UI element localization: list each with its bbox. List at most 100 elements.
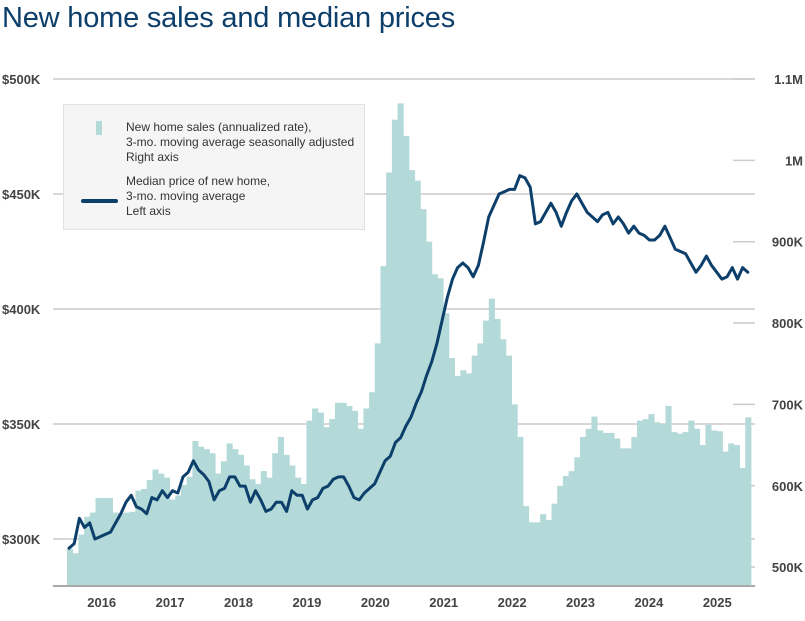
sales-bar: [317, 412, 324, 585]
sales-bar: [585, 428, 592, 585]
sales-bar: [420, 209, 427, 585]
right-axis-tick-label: 1M: [785, 153, 803, 168]
sales-bar: [466, 373, 473, 585]
sales-bar: [694, 428, 701, 585]
sales-bar: [557, 485, 564, 585]
sales-bar: [665, 406, 672, 585]
sales-bar: [460, 370, 467, 585]
sales-bar: [488, 298, 495, 585]
sales-bar: [448, 358, 455, 585]
x-axis-tick-label: 2019: [292, 595, 321, 610]
sales-bar: [169, 499, 176, 585]
sales-bar: [716, 431, 723, 585]
sales-bar: [101, 497, 108, 585]
sales-bar: [682, 432, 689, 585]
sales-bar: [300, 484, 307, 585]
price-line: [67, 174, 750, 550]
sales-bar: [260, 471, 267, 585]
sales-bar: [289, 465, 296, 585]
sales-bar: [517, 436, 524, 585]
sales-bar: [175, 495, 182, 585]
sales-bar: [363, 408, 370, 585]
sales-bar: [705, 424, 712, 585]
sales-bar: [277, 436, 284, 585]
sales-bar: [112, 512, 119, 585]
x-axis-tick-label: 2025: [703, 595, 732, 610]
sales-bar: [163, 477, 170, 585]
left-axis-tick-label: $400K: [2, 302, 41, 317]
sales-bar: [637, 420, 644, 585]
sales-bar: [631, 436, 638, 585]
sales-bar: [688, 420, 695, 585]
right-axis-tick-label: 1.1M: [774, 72, 803, 87]
sales-bar: [329, 419, 336, 585]
sales-bar: [78, 534, 85, 585]
sales-bar: [494, 318, 501, 585]
legend-line-swatch-icon: [81, 199, 118, 203]
sales-bar: [545, 519, 552, 585]
sales-bar: [226, 443, 233, 585]
sales-bar: [323, 427, 330, 585]
sales-bar: [722, 451, 729, 585]
sales-bar: [158, 473, 165, 585]
sales-bar: [511, 404, 518, 585]
right-axis-tick-label: 600K: [772, 479, 804, 494]
left-axis-tick-label: $450K: [2, 187, 41, 202]
sales-bar: [551, 503, 558, 585]
sales-bar: [699, 445, 706, 585]
sales-bar: [580, 436, 587, 585]
sales-bar: [431, 274, 438, 585]
x-axis-tick-label: 2024: [634, 595, 664, 610]
sales-bar: [602, 432, 609, 585]
legend-bar-swatch-icon: [96, 121, 102, 135]
x-axis-tick-label: 2022: [498, 595, 527, 610]
sales-bar: [733, 445, 740, 585]
sales-bar: [106, 497, 113, 585]
sales-bar: [146, 480, 153, 585]
sales-bar: [118, 513, 125, 585]
right-axis-tick-label: 500K: [772, 560, 804, 575]
sales-bar: [711, 430, 718, 585]
sales-bar: [135, 490, 142, 585]
sales-bar: [562, 475, 569, 585]
left-axis-tick-label: $350K: [2, 417, 41, 432]
sales-bar: [72, 553, 79, 585]
x-axis-tick-label: 2020: [361, 595, 390, 610]
chart-title: New home sales and median prices: [2, 2, 455, 34]
sales-bar: [67, 549, 74, 585]
sales-bar: [745, 417, 752, 585]
sales-bar: [619, 448, 626, 585]
sales-bar: [340, 402, 347, 585]
sales-bar: [443, 313, 450, 585]
sales-bar: [414, 180, 421, 585]
sales-bar: [232, 449, 239, 585]
sales-bar: [426, 241, 433, 585]
right-axis-tick-label: 900K: [772, 235, 804, 250]
sales-bar: [534, 522, 541, 585]
sales-bar: [654, 422, 661, 585]
sales-bar: [203, 449, 210, 585]
sales-bar: [642, 419, 649, 585]
sales-bar: [283, 454, 290, 585]
left-axis-tick-label: $500K: [2, 72, 41, 87]
sales-bar: [528, 522, 535, 585]
sales-bar: [403, 135, 410, 585]
sales-bar: [243, 465, 250, 585]
sales-bar: [215, 473, 222, 585]
right-axis-tick-label: 800K: [772, 316, 804, 331]
sales-bar: [357, 428, 364, 585]
sales-bar: [249, 479, 256, 585]
sales-bar: [523, 506, 530, 585]
x-axis-tick-label: 2023: [566, 595, 595, 610]
sales-bar: [181, 484, 188, 585]
x-axis-tick-label: 2016: [87, 595, 116, 610]
sales-bar: [192, 441, 199, 585]
sales-bar: [671, 432, 678, 585]
sales-bar: [255, 484, 262, 585]
left-axis-tick-label: $300K: [2, 532, 41, 547]
sales-bar: [648, 414, 655, 585]
sales-bar: [220, 461, 227, 585]
sales-bars: [67, 103, 752, 586]
x-axis-tick-label: 2018: [224, 595, 253, 610]
